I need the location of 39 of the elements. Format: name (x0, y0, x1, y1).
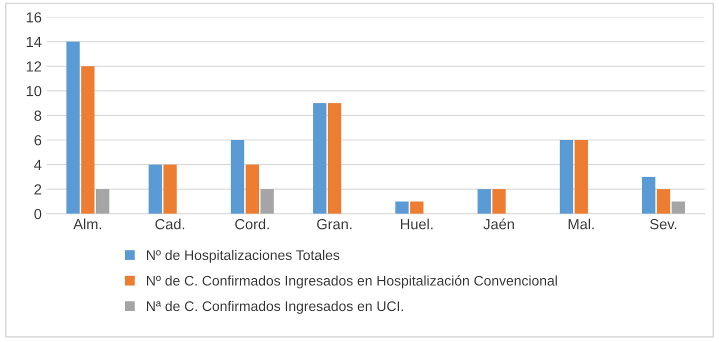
bar (395, 201, 409, 214)
bar (560, 140, 574, 214)
x-tick-label: Cad. (155, 218, 184, 230)
x-tick-label: Cord. (235, 218, 269, 230)
bar (148, 164, 162, 214)
x-tick-label: Gran. (317, 218, 352, 230)
y-tick-label: 0 (34, 208, 42, 220)
y-tick-label: 2 (34, 184, 42, 194)
bar (260, 189, 274, 214)
legend-label: Nª de C. Confirmados Ingresados en UCI. (146, 300, 403, 314)
x-tick-label: Jaén (483, 218, 514, 230)
bar (163, 164, 177, 214)
bar (656, 189, 670, 214)
y-tick-label: 14 (26, 36, 42, 47)
x-tick-label: Sev. (650, 218, 676, 230)
y-tick-label: 12 (26, 61, 42, 72)
bar (328, 103, 342, 214)
bar (492, 189, 506, 214)
y-tick-label: 8 (34, 110, 42, 121)
x-tick-label: Mal. (568, 218, 594, 230)
bar (574, 140, 588, 214)
bar (81, 66, 95, 214)
bar (410, 201, 424, 214)
y-tick-label: 16 (26, 12, 42, 23)
legend-label: Nº de Hospitalizaciones Totales (146, 250, 340, 263)
x-tick-label: Huel. (400, 218, 432, 230)
x-tick-label: Alm. (73, 218, 102, 230)
bar (478, 189, 491, 214)
bar (672, 201, 685, 214)
y-tick-label: 10 (26, 86, 42, 96)
bar (246, 164, 259, 214)
bar (66, 42, 80, 214)
legend-label: Nº de C. Confirmados Ingresados en Hospitalización Convencional (146, 275, 557, 288)
y-tick-label: 6 (34, 135, 42, 146)
bar (642, 176, 656, 214)
bar (313, 103, 326, 214)
bar (96, 189, 110, 214)
bar (230, 140, 244, 214)
y-tick-label: 4 (34, 160, 42, 170)
